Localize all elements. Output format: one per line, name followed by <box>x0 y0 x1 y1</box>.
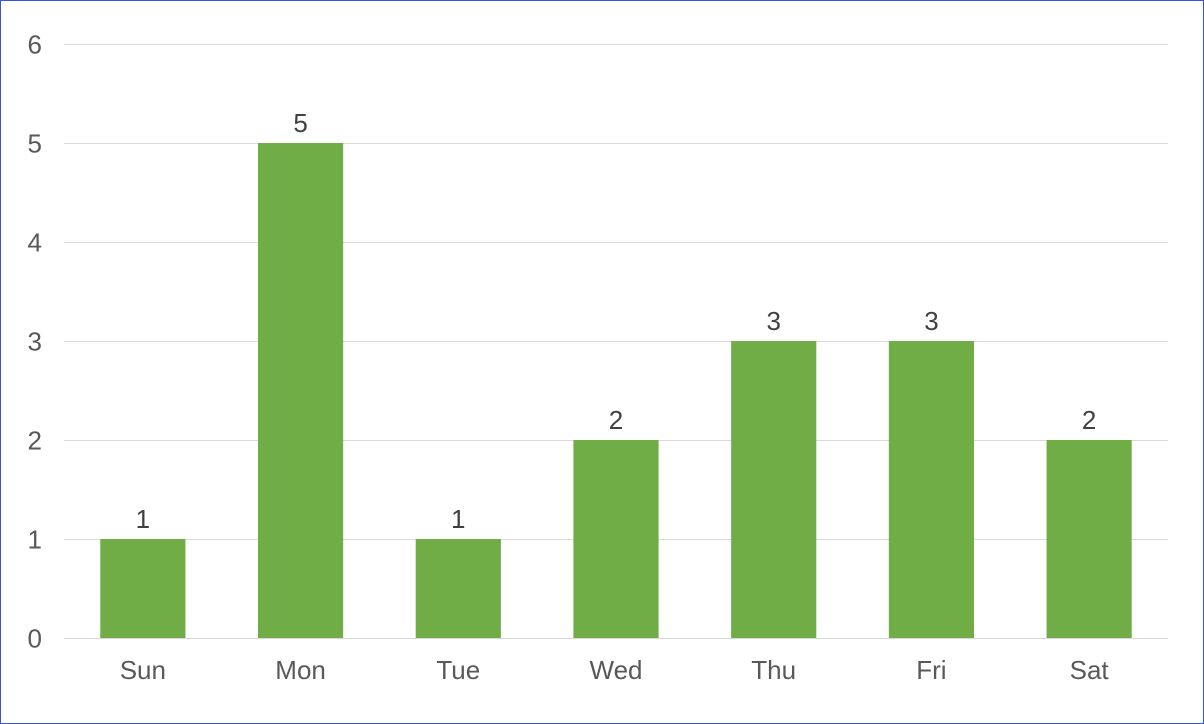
bars <box>100 143 1132 638</box>
data-label: 1 <box>136 504 150 534</box>
x-tick-label: Sat <box>1070 655 1110 685</box>
x-tick-label: Tue <box>436 655 480 685</box>
bar-mon <box>257 143 344 638</box>
y-axis-ticks: 0 1 2 3 4 5 6 <box>28 30 42 654</box>
data-label: 1 <box>451 504 465 534</box>
data-label: 5 <box>293 108 307 138</box>
bar-wed <box>573 440 659 638</box>
bar-fri <box>888 341 975 638</box>
data-label: 2 <box>609 405 623 435</box>
x-tick-label: Fri <box>916 655 946 685</box>
x-axis-ticks: Sun Mon Tue Wed Thu Fri Sat <box>120 655 1110 685</box>
bar-sat <box>1046 440 1132 638</box>
y-tick-label: 6 <box>28 30 42 60</box>
y-tick-label: 5 <box>28 129 42 159</box>
data-label: 3 <box>766 306 780 336</box>
x-tick-label: Mon <box>275 655 326 685</box>
y-tick-label: 1 <box>28 525 42 555</box>
y-tick-label: 4 <box>28 228 42 258</box>
x-tick-label: Sun <box>120 655 166 685</box>
x-tick-label: Thu <box>751 655 796 685</box>
data-label: 2 <box>1082 405 1096 435</box>
bar-sun <box>100 539 186 638</box>
y-tick-label: 2 <box>28 426 42 456</box>
bar-thu <box>731 341 817 638</box>
y-tick-label: 3 <box>28 327 42 357</box>
x-tick-label: Wed <box>590 655 643 685</box>
y-tick-label: 0 <box>28 624 42 654</box>
bar-tue <box>415 539 501 638</box>
data-label: 3 <box>924 306 938 336</box>
data-labels: 1 5 1 2 3 3 2 <box>136 108 1097 534</box>
